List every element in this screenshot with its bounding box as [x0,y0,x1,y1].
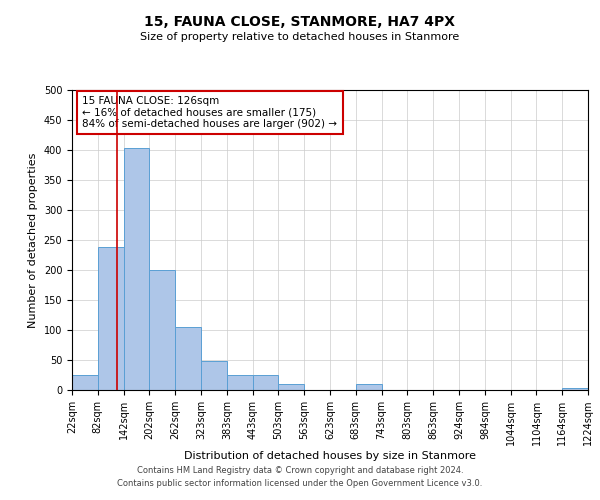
Bar [201,361,227,390]
Bar [227,375,253,390]
Text: Size of property relative to detached houses in Stanmore: Size of property relative to detached ho… [140,32,460,42]
Y-axis label: Number of detached properties: Number of detached properties [28,152,38,328]
Bar [562,388,588,390]
Bar [278,384,304,390]
Bar [124,148,149,390]
Bar [253,375,278,390]
Bar [72,375,98,390]
Bar [356,384,382,390]
Bar [175,327,201,390]
Text: 15 FAUNA CLOSE: 126sqm
← 16% of detached houses are smaller (175)
84% of semi-de: 15 FAUNA CLOSE: 126sqm ← 16% of detached… [82,96,337,129]
Text: Contains HM Land Registry data © Crown copyright and database right 2024.
Contai: Contains HM Land Registry data © Crown c… [118,466,482,487]
Text: 15, FAUNA CLOSE, STANMORE, HA7 4PX: 15, FAUNA CLOSE, STANMORE, HA7 4PX [145,15,455,29]
Bar [98,247,124,390]
X-axis label: Distribution of detached houses by size in Stanmore: Distribution of detached houses by size … [184,451,476,461]
Bar [149,270,175,390]
